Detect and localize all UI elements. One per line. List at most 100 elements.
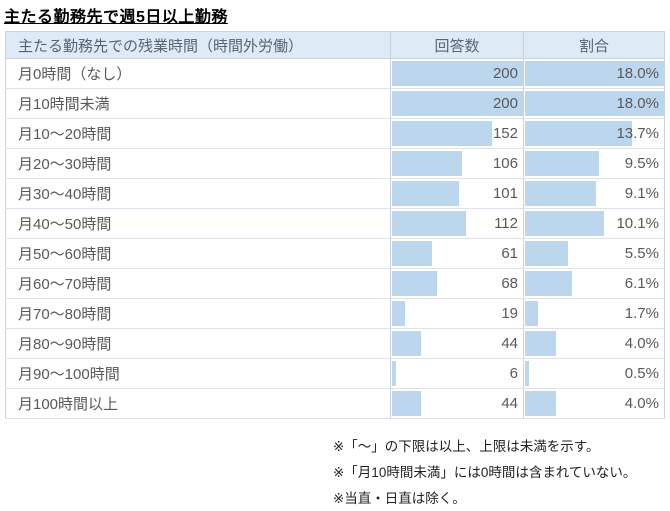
count-cell: 106 bbox=[390, 148, 524, 179]
count-databar bbox=[392, 241, 433, 266]
row-label: 月90～100時間 bbox=[5, 358, 391, 389]
count-cell: 200 bbox=[390, 58, 524, 89]
count-cell: 6 bbox=[390, 358, 524, 389]
row-label: 月80～90時間 bbox=[5, 328, 391, 359]
header-row: 主たる勤務先での残業時間（時間外労働） 回答数 割合 bbox=[5, 31, 665, 59]
percent-cell: 5.5% bbox=[523, 238, 665, 269]
count-value: 200 bbox=[492, 65, 518, 82]
count-value: 152 bbox=[492, 125, 518, 142]
percent-databar bbox=[525, 211, 604, 236]
percent-cell: 4.0% bbox=[523, 388, 665, 419]
row-label: 月100時間以上 bbox=[5, 388, 391, 419]
table-row: 月40～50時間 112 10.1% bbox=[5, 208, 665, 239]
table-row: 月0時間（なし） 200 18.0% bbox=[5, 58, 665, 89]
table-row: 月70～80時間 19 1.7% bbox=[5, 298, 665, 329]
count-cell: 101 bbox=[390, 178, 524, 209]
count-databar bbox=[392, 121, 493, 146]
percent-databar bbox=[525, 61, 664, 86]
percent-cell: 9.1% bbox=[523, 178, 665, 209]
count-value: 61 bbox=[501, 245, 518, 262]
count-cell: 44 bbox=[390, 388, 524, 419]
percent-cell: 4.0% bbox=[523, 328, 665, 359]
percent-value: 13.7% bbox=[616, 125, 659, 142]
percent-value: 9.1% bbox=[624, 185, 659, 202]
percent-value: 18.0% bbox=[616, 65, 659, 82]
count-databar bbox=[392, 271, 437, 296]
percent-value: 6.1% bbox=[624, 275, 659, 292]
count-databar bbox=[392, 391, 422, 416]
row-label: 月50～60時間 bbox=[5, 238, 391, 269]
percent-value: 10.1% bbox=[616, 215, 659, 232]
row-label: 月0時間（なし） bbox=[5, 58, 391, 89]
table-row: 月50～60時間 61 5.5% bbox=[5, 238, 665, 269]
percent-databar bbox=[525, 301, 539, 326]
percent-databar bbox=[525, 151, 599, 176]
footnote-duty-exclusion: ※当直・日直は除く。 bbox=[333, 491, 466, 506]
percent-value: 18.0% bbox=[616, 95, 659, 112]
count-databar bbox=[392, 361, 396, 386]
table-body: 月0時間（なし） 200 18.0% 月10時間未満 200 18.0% 月 bbox=[5, 58, 665, 419]
table-row: 月100時間以上 44 4.0% bbox=[5, 388, 665, 419]
count-databar bbox=[392, 151, 462, 176]
percent-value: 4.0% bbox=[624, 335, 659, 352]
count-cell: 61 bbox=[390, 238, 524, 269]
page-title: 主たる勤務先で週5日以上勤務 bbox=[4, 9, 228, 26]
percent-value: 5.5% bbox=[624, 245, 659, 262]
percent-databar bbox=[525, 181, 596, 206]
percent-value: 4.0% bbox=[624, 395, 659, 412]
table-row: 月60～70時間 68 6.1% bbox=[5, 268, 665, 299]
footnotes: ※「～」の下限は以上、上限は未満を示す。 ※「月10時間未満」には0時間は含まれ… bbox=[333, 434, 636, 511]
count-cell: 200 bbox=[390, 88, 524, 119]
count-databar bbox=[392, 301, 405, 326]
row-label: 月70～80時間 bbox=[5, 298, 391, 329]
percent-databar bbox=[525, 331, 557, 356]
count-value: 200 bbox=[492, 95, 518, 112]
footnote-under10-exclusion: ※「月10時間未満」には0時間は含まれていない。 bbox=[333, 465, 637, 480]
count-databar bbox=[392, 181, 459, 206]
table-row: 月20～30時間 106 9.5% bbox=[5, 148, 665, 179]
table-row: 月80～90時間 44 4.0% bbox=[5, 328, 665, 359]
count-value: 112 bbox=[494, 215, 518, 232]
count-value: 44 bbox=[501, 335, 518, 352]
count-databar bbox=[392, 331, 422, 356]
row-label: 月10～20時間 bbox=[5, 118, 391, 149]
count-databar bbox=[392, 211, 466, 236]
count-value: 6 bbox=[509, 365, 518, 382]
percent-databar bbox=[525, 361, 529, 386]
percent-databar bbox=[525, 121, 632, 146]
table-row: 月10～20時間 152 13.7% bbox=[5, 118, 665, 149]
count-cell: 44 bbox=[390, 328, 524, 359]
row-label: 月60～70時間 bbox=[5, 268, 391, 299]
percent-cell: 1.7% bbox=[523, 298, 665, 329]
percent-cell: 6.1% bbox=[523, 268, 665, 299]
count-cell: 68 bbox=[390, 268, 524, 299]
row-label: 月40～50時間 bbox=[5, 208, 391, 239]
percent-value: 0.5% bbox=[624, 365, 659, 382]
row-label: 月20～30時間 bbox=[5, 148, 391, 179]
percent-cell: 13.7% bbox=[523, 118, 665, 149]
table-row: 月10時間未満 200 18.0% bbox=[5, 88, 665, 119]
percent-databar bbox=[525, 91, 664, 116]
percent-value: 9.5% bbox=[624, 155, 659, 172]
percent-cell: 18.0% bbox=[523, 58, 665, 89]
header-overtime-category: 主たる勤務先での残業時間（時間外労働） bbox=[5, 31, 391, 59]
table-row: 月90～100時間 6 0.5% bbox=[5, 358, 665, 389]
percent-cell: 0.5% bbox=[523, 358, 665, 389]
count-cell: 152 bbox=[390, 118, 524, 149]
count-cell: 112 bbox=[390, 208, 524, 239]
percent-cell: 18.0% bbox=[523, 88, 665, 119]
percent-databar bbox=[525, 241, 568, 266]
count-value: 106 bbox=[492, 155, 518, 172]
percent-cell: 10.1% bbox=[523, 208, 665, 239]
count-value: 101 bbox=[492, 185, 518, 202]
percent-databar bbox=[525, 271, 573, 296]
count-value: 19 bbox=[501, 305, 518, 322]
count-value: 68 bbox=[501, 275, 518, 292]
table-row: 月30～40時間 101 9.1% bbox=[5, 178, 665, 209]
footnote-range-definition: ※「～」の下限は以上、上限は未満を示す。 bbox=[333, 439, 600, 454]
row-label: 月30～40時間 bbox=[5, 178, 391, 209]
count-cell: 19 bbox=[390, 298, 524, 329]
count-databar bbox=[392, 61, 523, 86]
row-label: 月10時間未満 bbox=[5, 88, 391, 119]
